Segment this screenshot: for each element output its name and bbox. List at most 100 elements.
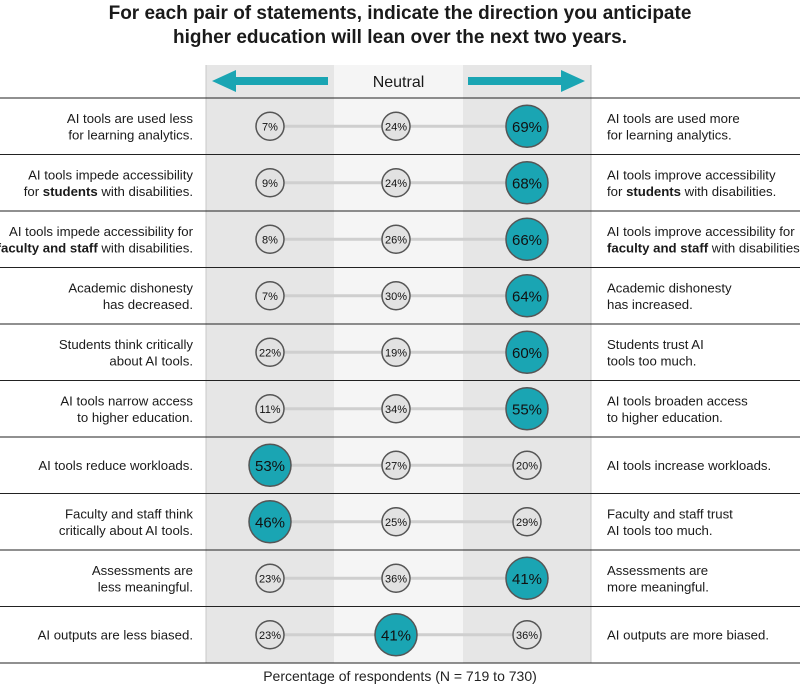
value-label: 26% (385, 234, 407, 246)
chart-title-line-1: For each pair of statements, indicate th… (108, 3, 692, 24)
statement-row: 7% 30% 64% (255, 274, 549, 318)
right-statement: AI outputs are more biased. (607, 628, 769, 643)
right-statement-segment: Academic dishonesty (607, 280, 732, 295)
right-statement-segment: has increased. (607, 297, 693, 312)
right-statement-segment: faculty and staff (607, 240, 709, 255)
left-statement-segment: students (43, 184, 98, 199)
value-label: 34% (385, 404, 407, 416)
left-statement-segment: AI tools narrow access (60, 393, 193, 408)
value-bubble (512, 507, 542, 537)
value-label: 23% (259, 630, 281, 642)
value-bubble (255, 563, 285, 593)
value-bubble (255, 111, 285, 141)
value-label: 11% (259, 404, 280, 416)
highlight-bubble (505, 556, 549, 600)
value-label: 23% (259, 573, 281, 585)
right-statement-segment: AI tools broaden access (607, 393, 748, 408)
value-label: 29% (516, 517, 538, 529)
left-statement: AI tools reduce workloads. (38, 458, 193, 473)
left-statement-segment: AI tools impede accessibility for (9, 224, 194, 239)
left-statement: AI tools impede accessibility for student… (24, 167, 194, 199)
right-statement-segment: Faculty and staff trust (607, 506, 733, 521)
right-statement: AI tools improve accessibility for studen… (607, 167, 776, 199)
statement-row: 53% 27% 20% (248, 443, 542, 487)
right-statement-segment: more meaningful. (607, 579, 709, 594)
value-label: 27% (385, 460, 407, 472)
value-label: 8% (262, 234, 278, 246)
value-bubble (381, 168, 411, 198)
left-statement-segment: Students think critically (59, 337, 194, 352)
right-statement-segment: with disabilities. (708, 240, 800, 255)
right-statement-segment: to higher education. (607, 410, 723, 425)
highlight-bubble (505, 330, 549, 374)
left-statement: AI tools are used less for learning analy… (67, 111, 193, 143)
right-statement: AI tools broaden access to higher educati… (607, 393, 748, 425)
right-statement-segment: AI tools too much. (607, 523, 713, 538)
value-bubble (255, 337, 285, 367)
value-bubble (255, 394, 285, 424)
right-statement: AI tools increase workloads. (607, 458, 771, 473)
value-label: 7% (262, 291, 278, 303)
value-label: 64% (512, 288, 542, 305)
right-statement-segment: for (607, 184, 626, 199)
value-label: 36% (516, 630, 538, 642)
left-statement-segment: AI tools reduce workloads. (38, 458, 193, 473)
left-statement-segment: critically about AI tools. (59, 523, 193, 538)
left-statement: Academic dishonesty has decreased. (68, 280, 193, 312)
value-bubble (255, 168, 285, 198)
left-statement: AI outputs are less biased. (38, 628, 193, 643)
statement-row: 7% 24% 69% (255, 104, 549, 148)
neutral-header-label: Neutral (373, 74, 425, 91)
right-statement-segment: Assessments are (607, 563, 708, 578)
chart-title: For each pair of statements, indicate th… (0, 2, 800, 50)
value-bubble (512, 450, 542, 480)
right-statement-segment: Students trust AI (607, 337, 704, 352)
left-statement-segment: Academic dishonesty (68, 280, 193, 295)
right-statement: Faculty and staff trust AI tools too much… (607, 506, 733, 538)
highlight-bubble (374, 613, 418, 657)
value-label: 69% (512, 119, 542, 136)
value-bubble (381, 563, 411, 593)
right-statement-segment: students (626, 184, 681, 199)
value-label: 68% (512, 175, 542, 192)
left-statement-segment: with disabilities. (98, 240, 193, 255)
value-bubble (381, 111, 411, 141)
highlight-bubble (505, 217, 549, 261)
highlight-bubble (248, 443, 292, 487)
left-statement-segment: AI tools impede accessibility (28, 167, 193, 182)
value-label: 24% (385, 178, 407, 190)
statement-row: 23% 41% 36% (255, 613, 542, 657)
value-label: 25% (385, 517, 407, 529)
right-statement: Academic dishonesty has increased. (607, 280, 732, 312)
left-statement-segment: about AI tools. (109, 353, 193, 368)
left-statement-segment: for learning analytics. (68, 127, 193, 142)
chart-footer: Percentage of respondents (N = 719 to 73… (263, 668, 537, 684)
value-bubble (381, 507, 411, 537)
value-bubble (381, 450, 411, 480)
statement-row: 46% 25% 29% (248, 500, 542, 544)
value-label: 36% (385, 573, 407, 585)
statement-row: 8% 26% 66% (255, 217, 549, 261)
left-statement: AI tools impede accessibility for faculty… (0, 224, 194, 256)
value-bubble (255, 620, 285, 650)
value-bubble (255, 281, 285, 311)
left-statement: Students think critically about AI tools. (59, 337, 194, 369)
right-statement-segment: AI outputs are more biased. (607, 628, 769, 643)
left-statement-segment: has decreased. (103, 297, 193, 312)
right-statement-segment: AI tools are used more (607, 111, 740, 126)
right-statement-segment: AI tools increase workloads. (607, 458, 771, 473)
highlight-bubble (505, 387, 549, 431)
left-statement-segment: less meaningful. (98, 579, 193, 594)
value-label: 55% (512, 401, 542, 418)
left-statement: Assessments are less meaningful. (92, 563, 193, 595)
statement-row: 23% 36% 41% (255, 556, 549, 600)
left-statement-segment: AI outputs are less biased. (38, 628, 193, 643)
left-statement: Faculty and staff think critically about … (59, 506, 194, 538)
statement-row: 9% 24% 68% (255, 161, 549, 205)
left-statement-segment: for (24, 184, 43, 199)
right-statement-segment: AI tools improve accessibility (607, 167, 776, 182)
chart-title-line-2: higher education will lean over the next… (172, 27, 627, 48)
right-arrow-icon (468, 70, 585, 92)
value-label: 7% (262, 121, 278, 133)
